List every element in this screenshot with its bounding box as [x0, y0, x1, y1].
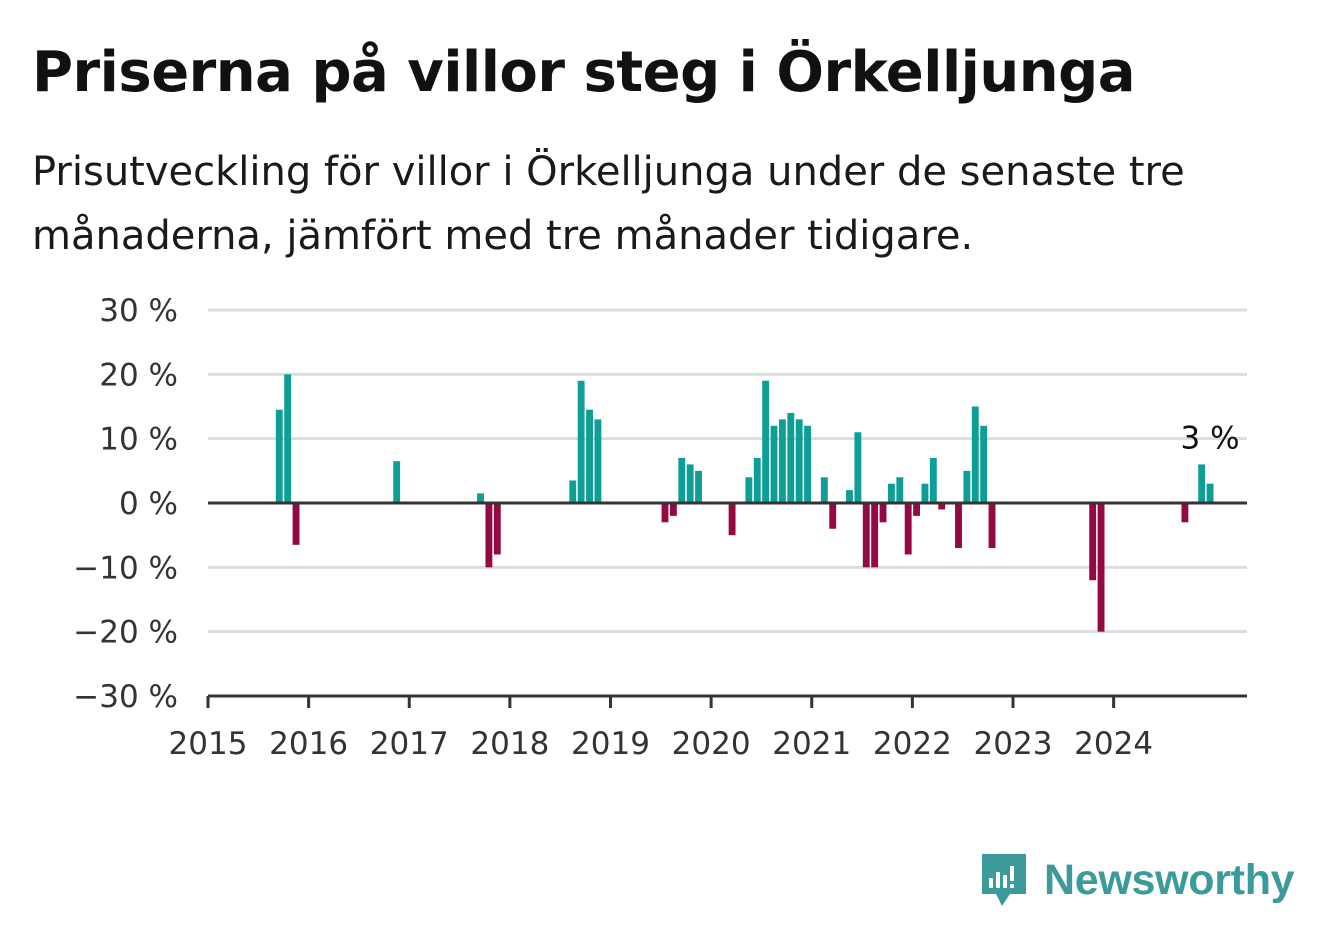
brand-name: Newsworthy: [1044, 855, 1295, 904]
y-tick-label: 0 %: [119, 486, 178, 522]
bar: [854, 432, 862, 503]
bar: [393, 461, 401, 503]
x-tick-label: 2018: [470, 726, 549, 762]
bar: [929, 457, 937, 503]
bar: [896, 477, 904, 503]
bar: [485, 503, 493, 568]
chart-subtitle: Prisutveckling för villor i Örkelljunga …: [32, 149, 1185, 259]
x-tick-label: 2016: [269, 726, 348, 762]
axes: [206, 501, 1247, 708]
bar: [846, 490, 853, 503]
y-tick-label: −30 %: [73, 679, 178, 715]
y-tick-labels: 30 % 20 % 10 % 0 % −10 % −20 % −30 %: [73, 293, 178, 715]
bar: [745, 477, 753, 503]
bar: [284, 374, 292, 503]
x-tick-label: 2022: [873, 726, 952, 762]
bar: [577, 380, 585, 503]
x-tick-label: 2024: [1074, 726, 1153, 762]
bar: [778, 419, 786, 503]
bar: [569, 480, 577, 503]
annotations: 3 %: [1181, 421, 1240, 457]
bar: [669, 503, 677, 516]
x-tick-label: 2021: [772, 726, 851, 762]
x-tick-label: 2020: [672, 726, 751, 762]
bar: [292, 503, 300, 545]
bar: [275, 409, 283, 503]
bar: [1198, 464, 1206, 503]
x-tick-labels: 2015 2016 2017 2018 2019 2020 2021 2022 2023 2024: [169, 726, 1154, 762]
chart-title: Priserna på villor steg i Örkelljunga: [32, 40, 1135, 105]
y-tick-label: 10 %: [99, 422, 178, 458]
bar: [988, 503, 996, 549]
bar: [980, 425, 988, 503]
bar: [477, 493, 484, 503]
bar: [829, 503, 837, 529]
bar: [862, 503, 870, 568]
bar: [913, 503, 921, 516]
bar: [678, 457, 686, 503]
annotation-label: 3 %: [1181, 421, 1240, 457]
bar: [728, 503, 736, 536]
bar: [770, 425, 778, 503]
bar: [871, 503, 879, 568]
bar: [1206, 483, 1214, 503]
bar: [586, 409, 593, 503]
y-tick-label: −10 %: [73, 550, 178, 586]
newsworthy-logo-icon: [982, 854, 1026, 906]
brand-logo: Newsworthy: [978, 848, 1295, 912]
bar: [971, 406, 979, 503]
bar: [795, 419, 803, 503]
bar: [661, 503, 669, 523]
grid-lines: [208, 308, 1247, 634]
y-tick-label: 30 %: [99, 293, 178, 329]
bar: [493, 503, 501, 555]
bar: [938, 503, 946, 510]
bar: [787, 412, 795, 503]
bar: [753, 457, 761, 503]
bar: [594, 419, 602, 503]
x-tick-label: 2019: [571, 726, 650, 762]
bar: [1097, 503, 1105, 632]
bar: [804, 425, 811, 503]
bar: [955, 503, 962, 549]
bar: [963, 470, 971, 503]
bar-chart: 30 %20 %10 %0 %−10 %−20 %−30 % 2015 2016 2…: [73, 293, 1247, 762]
bar: [686, 464, 694, 503]
x-tick-label: 2015: [169, 726, 248, 762]
x-tick-label: 2023: [974, 726, 1053, 762]
bar: [879, 503, 887, 523]
bar: [820, 477, 828, 503]
y-tick-label: −20 %: [73, 615, 178, 651]
bar: [1089, 503, 1097, 581]
bar: [695, 470, 702, 503]
bar: [921, 483, 929, 503]
bar: [762, 380, 770, 503]
y-tick-label: 20 %: [99, 357, 178, 393]
bars: [275, 374, 1214, 632]
x-tick-label: 2017: [370, 726, 449, 762]
bar: [1181, 503, 1189, 523]
bar: [887, 483, 895, 503]
bar: [904, 503, 912, 555]
